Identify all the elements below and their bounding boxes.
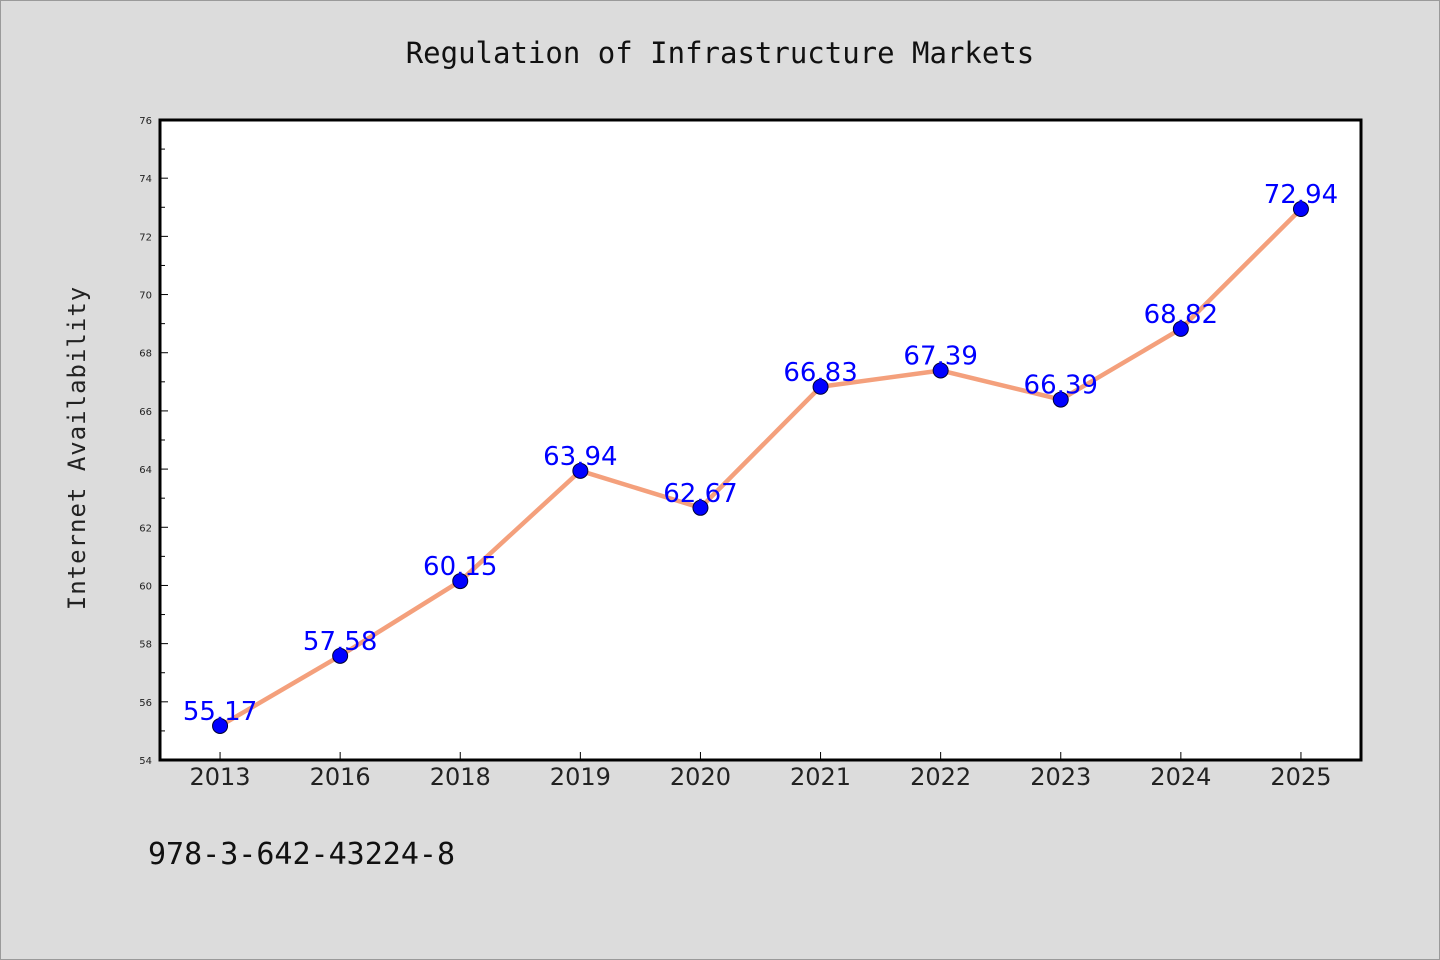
- x-tick-label: 2018: [430, 763, 491, 791]
- y-tick-label: 54: [139, 756, 152, 767]
- series-group: 55.17 57.58 60.15 63.94 62.67 66.83 67.39 66.39…: [183, 180, 1338, 734]
- data-point: [1052, 391, 1069, 408]
- data-label: 57.58: [303, 627, 377, 657]
- x-tick-label: 2013: [190, 763, 251, 791]
- isbn-text: 978-3-642-43224-8: [148, 837, 455, 872]
- data-point: [932, 362, 949, 379]
- plot-area: [158, 118, 1363, 762]
- x-tick-label: 2019: [550, 763, 611, 791]
- data-label: 68.82: [1144, 300, 1218, 330]
- x-tick-label: 2025: [1270, 763, 1331, 791]
- y-tick-label: 62: [139, 523, 152, 534]
- data-label: 62.67: [663, 479, 737, 509]
- data-label: 66.83: [783, 358, 857, 388]
- data-label: 63.94: [543, 442, 617, 472]
- data-point: [452, 573, 469, 590]
- y-tick-label: 72: [139, 232, 152, 243]
- data-label: 60.15: [423, 552, 497, 582]
- data-point: [572, 462, 589, 479]
- y-tick-label: 56: [139, 698, 152, 709]
- data-point: [1292, 201, 1309, 218]
- x-tick-label: 2024: [1150, 763, 1211, 791]
- x-tick-label: 2021: [790, 763, 851, 791]
- y-tick-label: 70: [139, 291, 152, 302]
- y-tick-label: 66: [139, 407, 152, 418]
- y-tick-label: 76: [139, 116, 152, 127]
- y-axis-label: Internet Availability: [63, 286, 91, 610]
- data-point: [812, 378, 829, 395]
- y-tick-label: 74: [139, 174, 152, 185]
- y-tick-label: 60: [139, 581, 152, 592]
- data-point: [692, 499, 709, 516]
- data-label: 67.39: [903, 341, 977, 371]
- x-tick-label: 2022: [910, 763, 971, 791]
- series-line: [217, 206, 1304, 729]
- y-axis: 54 56 58 60 62 64 66 68 70 72 74 76: [139, 116, 168, 767]
- x-tick-label: 2023: [1030, 763, 1091, 791]
- data-label: 66.39: [1024, 371, 1098, 401]
- y-tick-label: 64: [139, 465, 152, 476]
- data-point: [332, 647, 349, 664]
- data-point: [212, 717, 229, 734]
- data-label: 55.17: [183, 697, 257, 727]
- data-label: 72.94: [1264, 180, 1338, 210]
- data-point: [1172, 320, 1189, 337]
- chart-title: Regulation of Infrastructure Markets: [406, 36, 1035, 70]
- x-tick-label: 2020: [670, 763, 731, 791]
- x-axis: 2013 2016 2018 2019 2020 2021 2022 2023 2024 2025: [190, 752, 1331, 791]
- x-tick-label: 2016: [310, 763, 371, 791]
- y-tick-label: 58: [139, 640, 152, 651]
- y-tick-label: 68: [139, 349, 152, 360]
